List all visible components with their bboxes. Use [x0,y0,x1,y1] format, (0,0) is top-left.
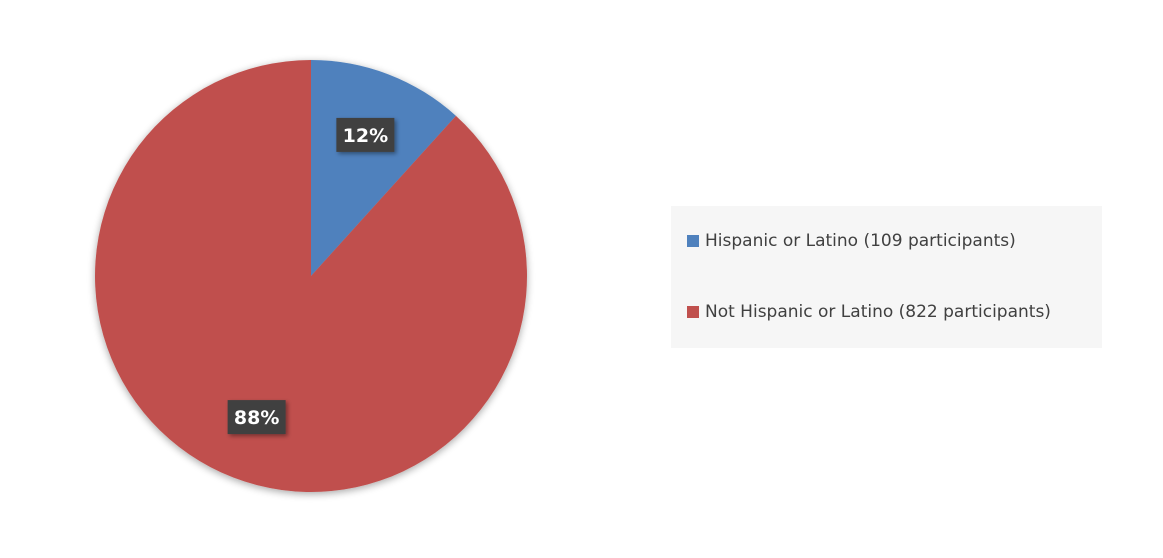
data-label-hispanic: 12% [336,117,395,152]
legend-label-hispanic: Hispanic or Latino (109 participants) [705,231,1016,251]
pie-slice-hispanic [311,60,456,276]
pie-slices [95,60,527,492]
data-label-not-hispanic: 88% [227,400,286,435]
legend-item-hispanic: Hispanic or Latino (109 participants) [687,229,1016,253]
legend-swatch-not-hispanic [687,306,699,318]
legend-item-not-hispanic: Not Hispanic or Latino (822 participants… [687,300,1051,324]
pie-slice-not-hispanic [95,60,527,492]
data-label-box-not-hispanic [227,400,286,435]
data-labels: 12% 88% [227,117,395,435]
legend-label-not-hispanic: Not Hispanic or Latino (822 participants… [705,302,1051,322]
legend-swatch-hispanic [687,235,699,247]
data-label-text-not-hispanic: 88% [234,407,279,429]
data-label-text-hispanic: 12% [343,125,388,147]
data-label-box-hispanic [336,117,395,152]
legend: Hispanic or Latino (109 participants) No… [671,206,1102,348]
